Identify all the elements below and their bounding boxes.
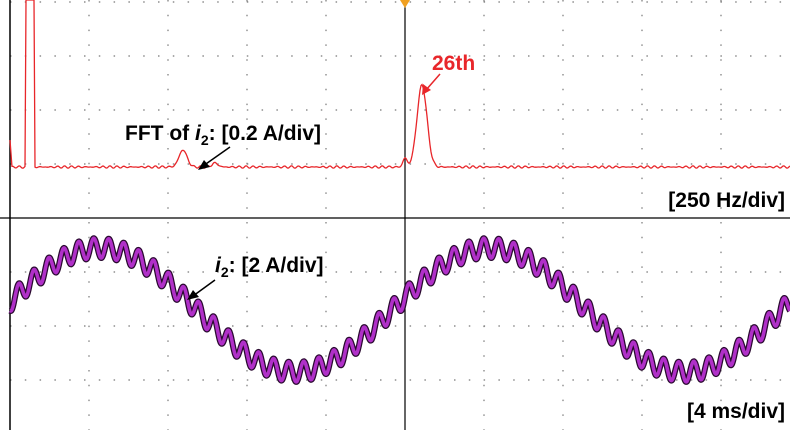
fft-suffix: : [0.2 A/div] xyxy=(209,122,321,145)
fft-label: FFT of i2: [0.2 A/div] xyxy=(125,122,321,148)
scope-screen: FFT of i2: [0.2 A/div] 26th [250 Hz/div]… xyxy=(0,0,790,430)
trigger-marker xyxy=(400,0,410,8)
current-arrow xyxy=(193,280,215,296)
time-scale: [4 ms/div] xyxy=(687,400,785,423)
harmonic-arrow xyxy=(426,74,440,90)
current-label: i2: [2 A/div] xyxy=(215,254,324,280)
fft-prefix: FFT of xyxy=(125,122,195,145)
harmonic-label: 26th xyxy=(432,52,475,75)
current-trace xyxy=(10,238,790,382)
fft-sub: 2 xyxy=(201,132,209,148)
current-sub: 2 xyxy=(221,264,229,280)
current-suffix: : [2 A/div] xyxy=(229,254,324,277)
grid xyxy=(10,0,790,430)
freq-scale: [250 Hz/div] xyxy=(668,189,785,212)
